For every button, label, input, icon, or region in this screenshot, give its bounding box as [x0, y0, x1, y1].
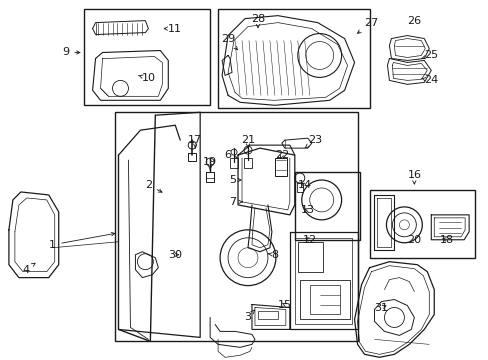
Text: 22: 22 — [274, 150, 288, 160]
Bar — [299, 280, 349, 319]
Text: 12: 12 — [302, 235, 316, 245]
Text: 26: 26 — [407, 15, 421, 26]
Bar — [274, 158, 286, 176]
Bar — [218, 9, 369, 108]
Text: 6: 6 — [224, 150, 237, 160]
Bar — [188, 153, 196, 161]
Text: 17: 17 — [188, 135, 202, 148]
Bar — [115, 112, 357, 341]
Bar — [83, 9, 210, 105]
Bar — [297, 242, 322, 272]
Text: 20: 20 — [407, 235, 421, 245]
Text: 19: 19 — [203, 157, 217, 170]
Bar — [258, 311, 277, 319]
Text: 14: 14 — [297, 180, 311, 190]
Text: 13: 13 — [300, 205, 314, 215]
Bar — [369, 190, 474, 258]
Text: 3: 3 — [244, 310, 254, 323]
Bar — [244, 158, 251, 168]
Text: 10: 10 — [138, 73, 155, 84]
Text: 21: 21 — [241, 135, 255, 148]
Text: 4: 4 — [22, 263, 35, 275]
Bar — [229, 158, 238, 168]
Text: 28: 28 — [250, 14, 264, 28]
Bar — [294, 172, 359, 240]
Text: 16: 16 — [407, 170, 421, 184]
Text: 1: 1 — [49, 233, 115, 250]
Text: 9: 9 — [62, 48, 80, 58]
Bar — [309, 285, 339, 315]
Text: 8: 8 — [268, 250, 278, 260]
Text: 24: 24 — [421, 75, 438, 85]
Text: 23: 23 — [305, 135, 321, 148]
Text: 25: 25 — [421, 50, 437, 60]
Text: 15: 15 — [277, 300, 291, 310]
Text: 29: 29 — [221, 33, 237, 50]
Text: 2: 2 — [144, 180, 162, 192]
Text: 27: 27 — [357, 18, 378, 33]
Text: 7: 7 — [229, 197, 242, 207]
Text: 11: 11 — [164, 24, 182, 33]
Text: 30: 30 — [168, 250, 182, 260]
Text: 18: 18 — [439, 235, 453, 245]
Text: 31: 31 — [374, 302, 387, 312]
Text: 5: 5 — [229, 175, 241, 185]
